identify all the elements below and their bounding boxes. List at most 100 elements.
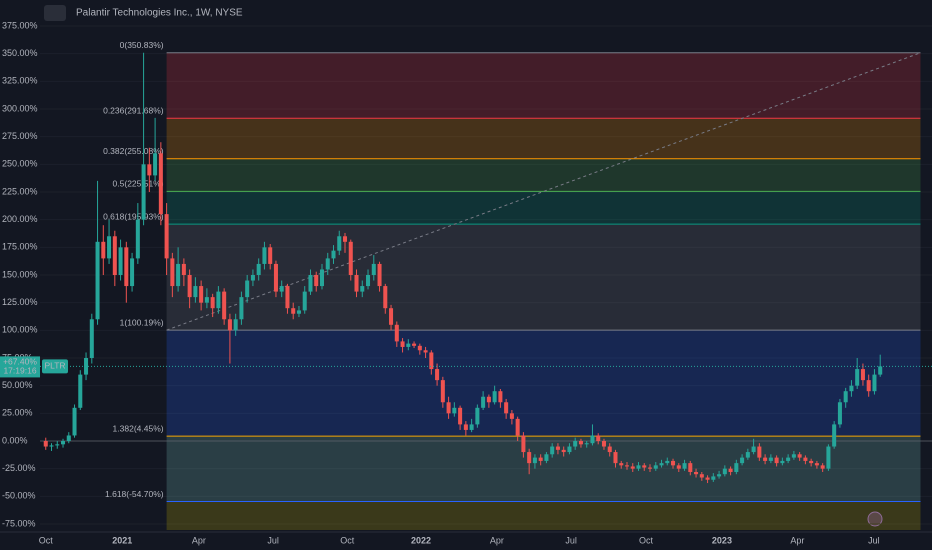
y-tick-label: 200.00%: [2, 214, 38, 224]
x-tick-label: Oct: [639, 535, 654, 545]
y-tick-label: 125.00%: [2, 297, 38, 307]
candle-body: [216, 291, 221, 309]
candle-body: [227, 319, 232, 331]
candle-body: [751, 446, 756, 453]
candle-body: [210, 297, 215, 309]
y-tick-label: 325.00%: [2, 76, 38, 86]
candle-body: [832, 424, 837, 447]
candle-body: [89, 319, 94, 358]
candle-body: [319, 269, 325, 287]
candle-body: [256, 263, 261, 275]
candle-body: [446, 402, 451, 414]
candle-body: [659, 463, 664, 466]
symbol-icon[interactable]: [44, 5, 66, 21]
candle-body: [757, 446, 762, 458]
symbol-label: PLTR: [44, 361, 65, 371]
candle-body: [130, 258, 135, 287]
candle-body: [273, 263, 278, 292]
candle-body: [642, 465, 647, 468]
last-price-tag: [0, 356, 40, 378]
candle-body: [377, 263, 382, 287]
candle-body: [699, 474, 704, 478]
candle-body: [49, 445, 54, 447]
candle-body: [826, 446, 831, 469]
candle-body: [187, 275, 192, 298]
candle-body: [118, 247, 123, 275]
y-tick-label: 225.00%: [2, 186, 38, 196]
candle-body: [429, 352, 434, 370]
candle-body: [55, 444, 60, 446]
fib-label: 0.618(195.93%): [103, 211, 164, 221]
x-tick-label: Apr: [790, 535, 804, 545]
candle-body: [181, 263, 186, 275]
candle-body: [141, 164, 146, 220]
fib-label: 0.5(225.51%): [113, 179, 164, 189]
fib-label: 0(350.83%): [120, 40, 164, 50]
candle-body: [158, 153, 163, 215]
candle-body: [717, 474, 722, 477]
candle-body: [440, 380, 445, 403]
candle-body: [262, 247, 267, 264]
x-tick-label: Jul: [267, 535, 279, 545]
y-tick-label: 350.00%: [2, 48, 38, 58]
x-tick-label: 2021: [112, 535, 132, 545]
candle-body: [728, 468, 733, 472]
candle-body: [647, 467, 653, 469]
candle-body: [688, 463, 693, 472]
y-tick-label: 25.00%: [2, 408, 33, 418]
fib-band: [166, 118, 921, 159]
fib-label: 0.382(255.08%): [103, 146, 164, 156]
candle-body: [222, 291, 227, 320]
fib-trend: [166, 52, 921, 331]
candle-body: [578, 441, 583, 445]
candle-body: [613, 452, 618, 464]
candle-body: [250, 275, 255, 281]
candle-body: [481, 396, 486, 408]
fib-label: 1.618(-54.70%): [105, 489, 164, 499]
candle-body: [786, 457, 791, 461]
candle-body: [538, 457, 543, 461]
candle-body: [337, 236, 342, 251]
candle-body: [124, 247, 129, 287]
chart-title: Palantir Technologies Inc., 1W, NYSE: [76, 8, 243, 19]
y-tick-label: 250.00%: [2, 159, 38, 169]
candle-body: [768, 457, 773, 461]
candle-body: [740, 457, 745, 464]
plot: 375.00% 350.00% 325.00% 300.00% 275.00% 250.0…: [0, 20, 932, 545]
x-tick-label: Apr: [490, 535, 504, 545]
candle-body: [601, 441, 606, 447]
candle-body: [607, 446, 612, 453]
candle-body: [567, 446, 572, 453]
candle-body: [486, 396, 491, 403]
candle-body: [469, 424, 474, 430]
candle-body: [774, 457, 779, 464]
candle-body: [791, 454, 796, 458]
candle-body: [498, 391, 503, 403]
candle-body: [233, 319, 238, 331]
candle-body: [509, 413, 514, 419]
candle-body: [866, 380, 871, 392]
candle-body: [204, 297, 209, 303]
y-tick-label: -75.00%: [2, 518, 36, 528]
y-tick-label: 375.00%: [2, 20, 38, 30]
y-tick-label: 300.00%: [2, 103, 38, 113]
fib-label: 0.236(291.68%): [103, 105, 164, 115]
candle-body: [78, 374, 83, 408]
candle-body: [584, 443, 589, 445]
candle-body: [43, 441, 48, 447]
icon[interactable]: [867, 511, 883, 527]
y-tick-label: -50.00%: [2, 491, 36, 501]
candle-body: [711, 476, 716, 480]
candle-body: [745, 452, 750, 458]
candle-body: [291, 308, 296, 314]
y-tick-label: 175.00%: [2, 242, 38, 252]
y-tick-label: 100.00%: [2, 325, 38, 335]
candle-body: [400, 341, 405, 347]
candle-body: [153, 153, 158, 176]
candle-body: [308, 275, 313, 292]
candle-body: [412, 343, 417, 346]
candle-body: [285, 286, 290, 309]
candle-body: [492, 391, 497, 403]
candle-body: [147, 164, 152, 176]
candle-body: [653, 465, 658, 469]
